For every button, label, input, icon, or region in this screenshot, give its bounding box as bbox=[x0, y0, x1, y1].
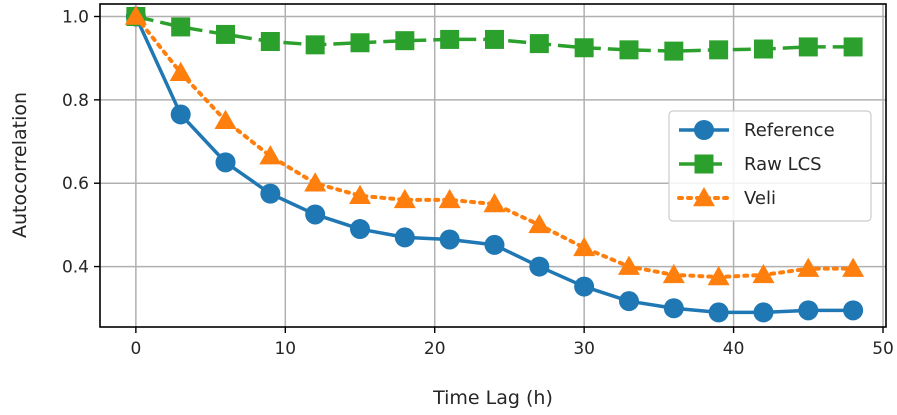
x-tick-label: 20 bbox=[424, 339, 446, 359]
legend-label-reference: Reference bbox=[744, 120, 835, 141]
data-point-reference bbox=[708, 302, 729, 323]
data-point-reference bbox=[350, 219, 371, 240]
y-tick-label: 0.4 bbox=[62, 258, 89, 278]
data-point-veli bbox=[259, 145, 282, 165]
data-point-raw-lcs bbox=[350, 33, 370, 53]
legend-label-veli: Veli bbox=[744, 188, 776, 209]
data-point-veli bbox=[393, 188, 416, 209]
data-point-reference bbox=[439, 229, 460, 250]
data-point-raw-lcs bbox=[798, 37, 818, 57]
series-layer bbox=[124, 5, 865, 323]
plot-area bbox=[99, 3, 887, 328]
data-point-veli bbox=[349, 184, 372, 204]
data-point-veli bbox=[752, 263, 775, 284]
y-tick-label: 1.0 bbox=[62, 8, 89, 28]
data-point-raw-lcs bbox=[440, 29, 460, 49]
data-point-reference bbox=[663, 298, 684, 319]
y-axis-label: Autocorrelation bbox=[9, 92, 31, 238]
data-point-raw-lcs bbox=[753, 39, 773, 59]
data-point-reference bbox=[394, 227, 415, 248]
data-point-veli bbox=[124, 5, 147, 25]
data-point-raw-lcs bbox=[305, 35, 325, 55]
legend-entry-veli: Veli bbox=[677, 187, 776, 209]
data-point-raw-lcs bbox=[709, 40, 729, 60]
data-point-raw-lcs bbox=[260, 32, 280, 52]
data-point-reference bbox=[574, 276, 595, 297]
legend-label-raw-lcs: Raw LCS bbox=[744, 154, 822, 175]
legend-entry-raw-lcs: Raw LCS bbox=[679, 154, 822, 175]
x-tick-label: 40 bbox=[723, 339, 745, 359]
data-point-reference bbox=[529, 256, 550, 277]
series-veli bbox=[124, 5, 865, 286]
y-tick-label: 0.6 bbox=[62, 174, 89, 194]
legend-marker-raw-lcs bbox=[694, 154, 714, 174]
data-point-veli bbox=[797, 257, 820, 277]
x-tick-label: 10 bbox=[274, 339, 296, 359]
data-point-veli bbox=[214, 109, 237, 129]
data-point-veli bbox=[438, 188, 461, 209]
data-point-reference bbox=[618, 291, 639, 312]
data-point-reference bbox=[215, 152, 236, 173]
y-tick-label: 0.8 bbox=[62, 91, 89, 111]
series-line-veli bbox=[133, 14, 856, 279]
data-point-veli bbox=[707, 265, 730, 286]
data-point-reference bbox=[260, 183, 281, 204]
data-point-raw-lcs bbox=[843, 37, 863, 57]
legend: Reference Raw LCS Veli bbox=[668, 110, 872, 222]
data-point-reference bbox=[843, 300, 864, 321]
x-tick-label: 50 bbox=[872, 339, 894, 359]
x-axis-label: Time Lag (h) bbox=[432, 387, 553, 409]
legend-marker-reference bbox=[694, 120, 714, 140]
data-point-raw-lcs bbox=[529, 34, 549, 54]
data-point-raw-lcs bbox=[216, 24, 236, 44]
axis-ticks: 0 10 20 30 40 50 0.4 0.6 0.8 1.0 bbox=[62, 8, 894, 359]
data-point-veli bbox=[662, 263, 685, 284]
data-point-raw-lcs bbox=[395, 31, 415, 51]
data-point-raw-lcs bbox=[619, 40, 639, 60]
data-point-veli bbox=[483, 193, 506, 213]
data-point-raw-lcs bbox=[171, 17, 191, 37]
data-point-raw-lcs bbox=[484, 29, 504, 49]
data-point-reference bbox=[305, 204, 326, 225]
data-point-raw-lcs bbox=[574, 38, 594, 58]
data-point-veli bbox=[528, 213, 551, 234]
data-point-veli bbox=[573, 236, 596, 257]
legend-entry-reference: Reference bbox=[679, 120, 835, 141]
data-point-reference bbox=[170, 104, 191, 125]
data-point-veli bbox=[169, 61, 192, 82]
data-point-veli bbox=[842, 257, 865, 277]
data-point-reference bbox=[798, 300, 819, 321]
x-tick-label: 30 bbox=[573, 339, 595, 359]
legend-marker-veli bbox=[693, 187, 715, 207]
series-raw-lcs bbox=[126, 7, 863, 61]
x-tick-label: 0 bbox=[130, 339, 141, 359]
data-point-veli bbox=[617, 255, 640, 275]
data-point-veli bbox=[304, 172, 327, 192]
data-point-raw-lcs bbox=[664, 41, 684, 61]
legend-box bbox=[668, 110, 872, 222]
data-point-reference bbox=[484, 234, 505, 255]
data-point-reference bbox=[753, 302, 774, 323]
